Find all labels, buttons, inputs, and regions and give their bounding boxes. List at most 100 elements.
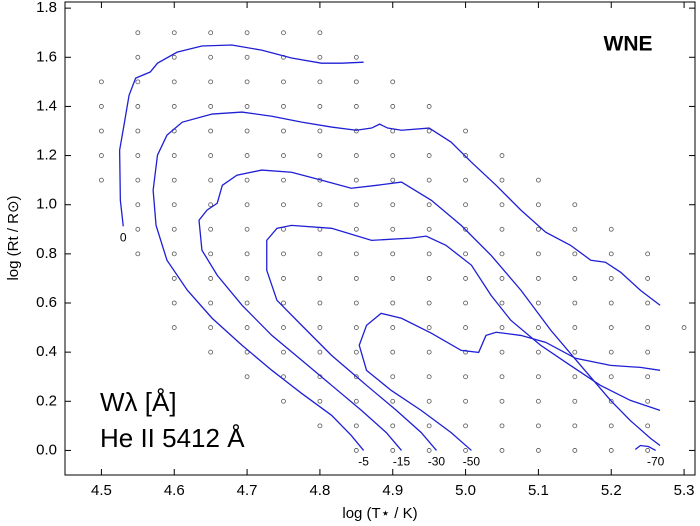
model-point bbox=[463, 276, 468, 281]
y-tick-label: 0.2 bbox=[36, 392, 57, 409]
model-point bbox=[208, 251, 214, 257]
model-point bbox=[317, 423, 323, 429]
x-tick-label: 5.3 bbox=[674, 482, 695, 499]
model-point bbox=[390, 325, 396, 330]
model-point bbox=[244, 128, 250, 134]
model-point bbox=[463, 128, 468, 134]
model-point bbox=[608, 251, 614, 257]
model-point bbox=[244, 226, 250, 232]
model-point bbox=[281, 177, 286, 183]
model-point bbox=[536, 349, 541, 355]
model-point bbox=[572, 276, 578, 281]
model-point bbox=[317, 349, 323, 355]
x-tick-label: 4.5 bbox=[91, 482, 112, 499]
model-point bbox=[536, 398, 541, 404]
model-point bbox=[353, 104, 359, 109]
model-point bbox=[645, 398, 651, 404]
contour-label: -70 bbox=[647, 455, 665, 469]
model-point bbox=[135, 128, 141, 134]
y-tick-label: 1.8 bbox=[36, 0, 57, 16]
model-point bbox=[281, 349, 286, 355]
model-point bbox=[572, 202, 578, 208]
model-point bbox=[426, 128, 432, 134]
model-point bbox=[572, 398, 578, 404]
y-tick-label: 0.6 bbox=[36, 294, 57, 311]
model-point bbox=[353, 226, 359, 232]
contour-line bbox=[266, 224, 661, 451]
model-point bbox=[353, 374, 359, 380]
model-point bbox=[426, 153, 432, 158]
model-point bbox=[463, 398, 468, 404]
x-tick-label: 5.1 bbox=[528, 482, 549, 499]
model-point bbox=[463, 153, 468, 158]
model-point bbox=[353, 423, 359, 429]
model-point bbox=[463, 177, 468, 183]
model-point bbox=[171, 276, 177, 281]
model-point bbox=[208, 104, 214, 109]
model-point bbox=[135, 251, 141, 257]
y-tick-label: 1.0 bbox=[36, 196, 57, 213]
model-point bbox=[317, 300, 323, 306]
model-point bbox=[499, 448, 505, 453]
model-point bbox=[244, 104, 250, 109]
model-point bbox=[208, 79, 214, 85]
contour-line bbox=[634, 444, 656, 452]
model-point bbox=[390, 251, 396, 257]
model-point bbox=[426, 202, 432, 208]
model-point bbox=[536, 251, 541, 257]
model-point bbox=[499, 300, 505, 306]
model-point bbox=[171, 153, 177, 158]
model-point bbox=[281, 153, 286, 158]
model-point bbox=[426, 448, 432, 453]
model-point bbox=[281, 30, 286, 36]
model-point bbox=[208, 226, 214, 232]
model-point bbox=[608, 325, 614, 330]
model-point bbox=[353, 251, 359, 257]
contour-label: -30 bbox=[428, 455, 446, 469]
model-point bbox=[244, 374, 250, 380]
model-point bbox=[208, 325, 214, 330]
model-point bbox=[208, 202, 214, 208]
model-point bbox=[499, 349, 505, 355]
model-point bbox=[99, 153, 104, 158]
model-point bbox=[390, 202, 396, 208]
model-point bbox=[353, 177, 359, 183]
model-point bbox=[135, 54, 141, 60]
model-point bbox=[317, 30, 323, 36]
model-point bbox=[608, 374, 614, 380]
model-point bbox=[99, 104, 104, 109]
model-point bbox=[426, 423, 432, 429]
model-point bbox=[171, 79, 177, 85]
model-point bbox=[353, 153, 359, 158]
model-point bbox=[608, 448, 614, 453]
model-point bbox=[244, 177, 250, 183]
model-point bbox=[499, 398, 505, 404]
model-point bbox=[353, 276, 359, 281]
model-point bbox=[281, 128, 286, 134]
model-point bbox=[645, 276, 651, 281]
model-point bbox=[645, 423, 651, 429]
model-point bbox=[353, 202, 359, 208]
model-point bbox=[171, 300, 177, 306]
model-point bbox=[499, 226, 505, 232]
model-point bbox=[572, 226, 578, 232]
model-point bbox=[681, 325, 687, 330]
model-point bbox=[463, 448, 468, 453]
model-point bbox=[281, 300, 286, 306]
contour-line bbox=[198, 169, 661, 451]
model-point bbox=[572, 251, 578, 257]
y-axis-label: log (Rt / R⊙) bbox=[5, 195, 22, 280]
model-point bbox=[135, 226, 141, 232]
model-point bbox=[390, 177, 396, 183]
model-point bbox=[536, 300, 541, 306]
model-point bbox=[536, 177, 541, 183]
model-point bbox=[353, 349, 359, 355]
model-point bbox=[353, 79, 359, 85]
model-point bbox=[99, 128, 104, 134]
model-point bbox=[536, 226, 541, 232]
x-tick-label: 5.2 bbox=[601, 482, 622, 499]
model-point bbox=[572, 349, 578, 355]
model-point bbox=[608, 300, 614, 306]
model-point bbox=[244, 251, 250, 257]
model-point bbox=[426, 300, 432, 306]
